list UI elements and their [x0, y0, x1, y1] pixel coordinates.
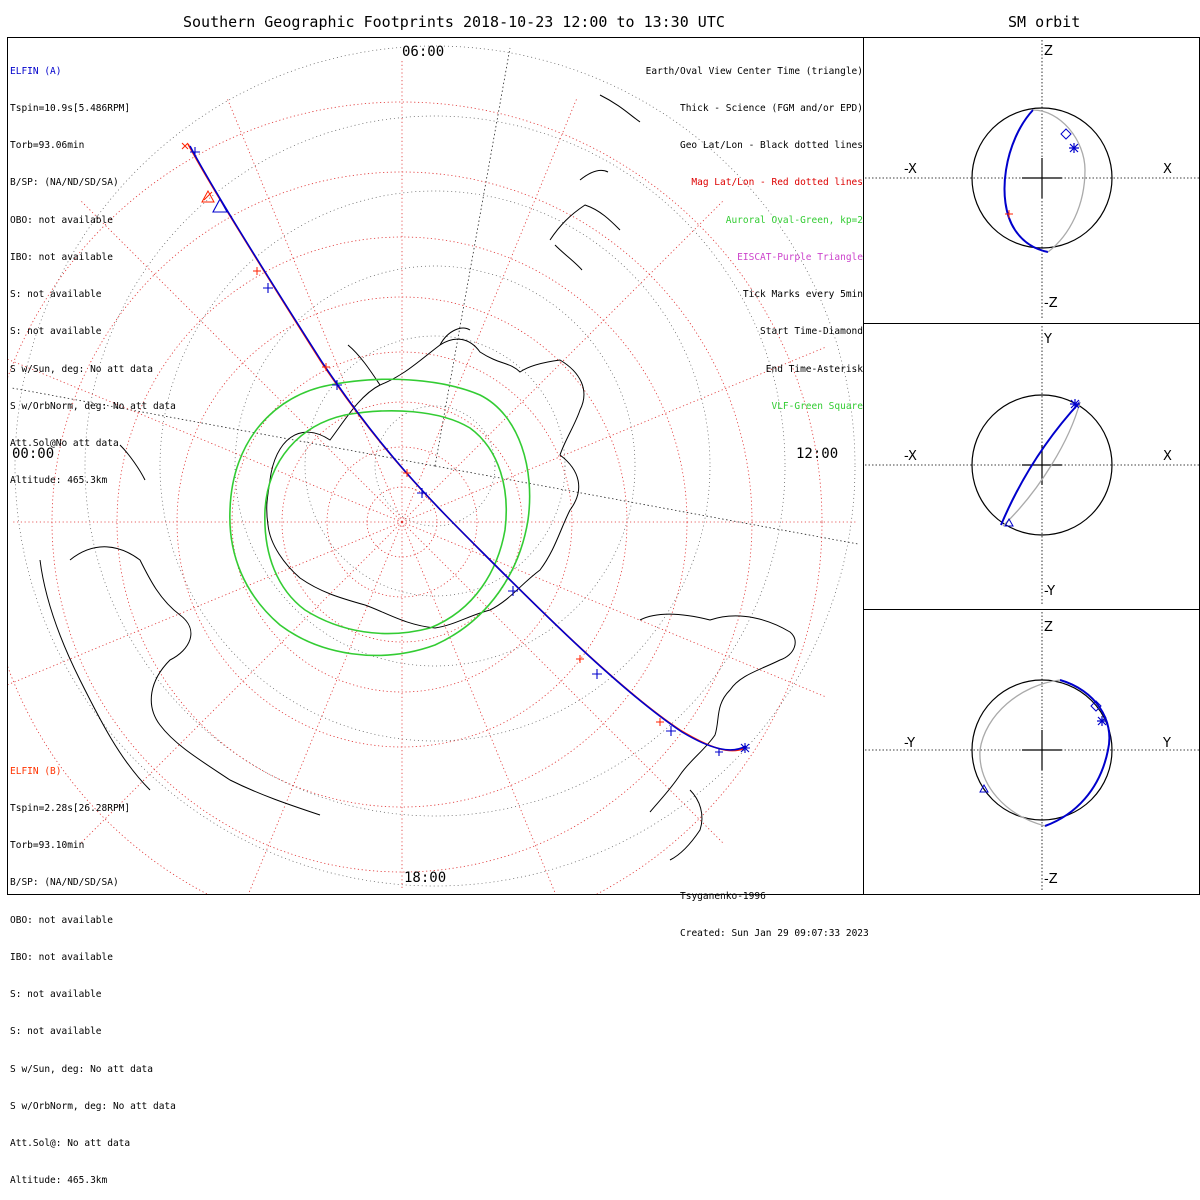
- elfin-a-tick-marks: [190, 147, 750, 756]
- legend-item: Start Time-Diamond: [760, 326, 863, 338]
- elfin-b-line-10: Att.Sol@: No att data: [10, 1138, 131, 1149]
- elfin-b-line-9: S w/OrbNorm, deg: No att data: [10, 1100, 176, 1112]
- elfin-a-line-4: OBO: not available: [10, 214, 113, 226]
- clock-label-left: 00:00: [12, 446, 55, 462]
- main-plot-frame: [7, 37, 864, 895]
- panel3-bottom-label: -Z: [1044, 872, 1058, 887]
- elfin-a-line-7: S: not available: [10, 326, 102, 338]
- legend-item: Earth/Oval View Center Time (triangle): [645, 65, 863, 77]
- elfin-b-line-1: Tspin=2.28s[26.28RPM]: [10, 803, 131, 815]
- elfin-a-line-3: B/SP: (NA/ND/SD/SA): [10, 177, 119, 189]
- geo-lat-grid: [14, 45, 856, 887]
- field-model-label: Tsyganenko-1996: [680, 890, 766, 902]
- clock-label-top: 06:00: [402, 44, 445, 60]
- footprint-map: [8, 45, 859, 894]
- elfin-a-line-8: S w/Sun, deg: No att data: [10, 363, 153, 375]
- auroral-oval: [229, 378, 531, 657]
- elfin-b-line-7: S: not available: [10, 1026, 102, 1038]
- elfin-b-line-8: S w/Sun, deg: No att data: [10, 1063, 153, 1075]
- elfin-a-line-9: S w/OrbNorm, deg: No att data: [10, 400, 176, 412]
- created-timestamp: Created: Sun Jan 29 09:07:33 2023: [680, 928, 869, 940]
- elfin-a-line-1: Tspin=10.9s[5.486RPM]: [10, 103, 131, 115]
- elfin-b-line-6: S: not available: [10, 989, 102, 1001]
- legend-item: Mag Lat/Lon - Red dotted lines: [691, 177, 863, 189]
- sm-panel-xy: [865, 326, 1199, 606]
- panel1-bottom-label: -Z: [1044, 296, 1058, 311]
- legend-item: VLF-Green Square: [771, 400, 863, 412]
- sm-panel-xz: [865, 40, 1199, 320]
- panel2-right-label: X: [1163, 449, 1172, 464]
- sm-orbit-panels: [865, 40, 1199, 892]
- geo-lon-grid: [11, 47, 859, 545]
- panel3-right-label: Y: [1163, 736, 1171, 751]
- coastlines: [39, 94, 796, 861]
- elfin-b-name: ELFIN (B): [10, 765, 62, 777]
- elfin-a-line-6: S: not available: [10, 289, 102, 301]
- plot-title: Southern Geographic Footprints 2018-10-2…: [183, 13, 725, 31]
- panel1-top-label: Z: [1044, 44, 1053, 59]
- legend-item: EISCAT-Purple Triangle: [737, 251, 863, 263]
- elfin-b-line-5: IBO: not available: [10, 951, 113, 963]
- elfin-a-line-5: IBO: not available: [10, 251, 113, 263]
- legend: Earth/Oval View Center Time (triangle) T…: [646, 41, 863, 426]
- elfin-b-line-2: Torb=93.10min: [10, 840, 85, 852]
- legend-item: Tick Marks every 5min: [742, 289, 863, 301]
- panel3-left-label: -Y: [904, 736, 916, 751]
- legend-item: End Time-Asterisk: [765, 363, 863, 375]
- elfin-a-line-11: Altitude: 465.3km: [10, 475, 108, 487]
- clock-label-right: 12:00: [796, 446, 839, 462]
- mag-lon-grid: [8, 60, 858, 894]
- panel2-left-label: -X: [904, 449, 917, 464]
- elfin-a-name: ELFIN (A): [10, 65, 62, 77]
- legend-item: Thick - Science (FGM and/or EPD): [679, 103, 863, 115]
- elfin-b-tick-marks: [181, 142, 664, 726]
- sm-panel-yz: [865, 612, 1199, 892]
- panel1-left-label: -X: [904, 162, 917, 177]
- panel1-right-label: X: [1163, 162, 1172, 177]
- panel3-top-label: Z: [1044, 620, 1053, 635]
- elfin-a-line-10: Att.Sol@No att data: [10, 438, 119, 449]
- panel2-bottom-label: -Y: [1044, 584, 1056, 599]
- legend-item: Geo Lat/Lon - Black dotted lines: [679, 140, 863, 152]
- elfin-a-line-2: Torb=93.06min: [10, 140, 85, 152]
- sm-orbit-title: SM orbit: [1008, 13, 1081, 31]
- elfin-a-footprint-track: [189, 145, 747, 751]
- elfin-b-line-4: OBO: not available: [10, 914, 113, 926]
- elfin-a-info: ELFIN (A) Tspin=10.9s[5.486RPM] Torb=93.…: [10, 41, 176, 500]
- legend-item: Auroral Oval-Green, kp=2: [725, 214, 863, 226]
- clock-label-bottom: 18:00: [404, 870, 447, 886]
- panel2-top-label: Y: [1044, 332, 1052, 347]
- elfin-b-line-11: Altitude: 465.3km: [10, 1175, 108, 1187]
- elfin-b-line-3: B/SP: (NA/ND/SD/SA): [10, 877, 119, 889]
